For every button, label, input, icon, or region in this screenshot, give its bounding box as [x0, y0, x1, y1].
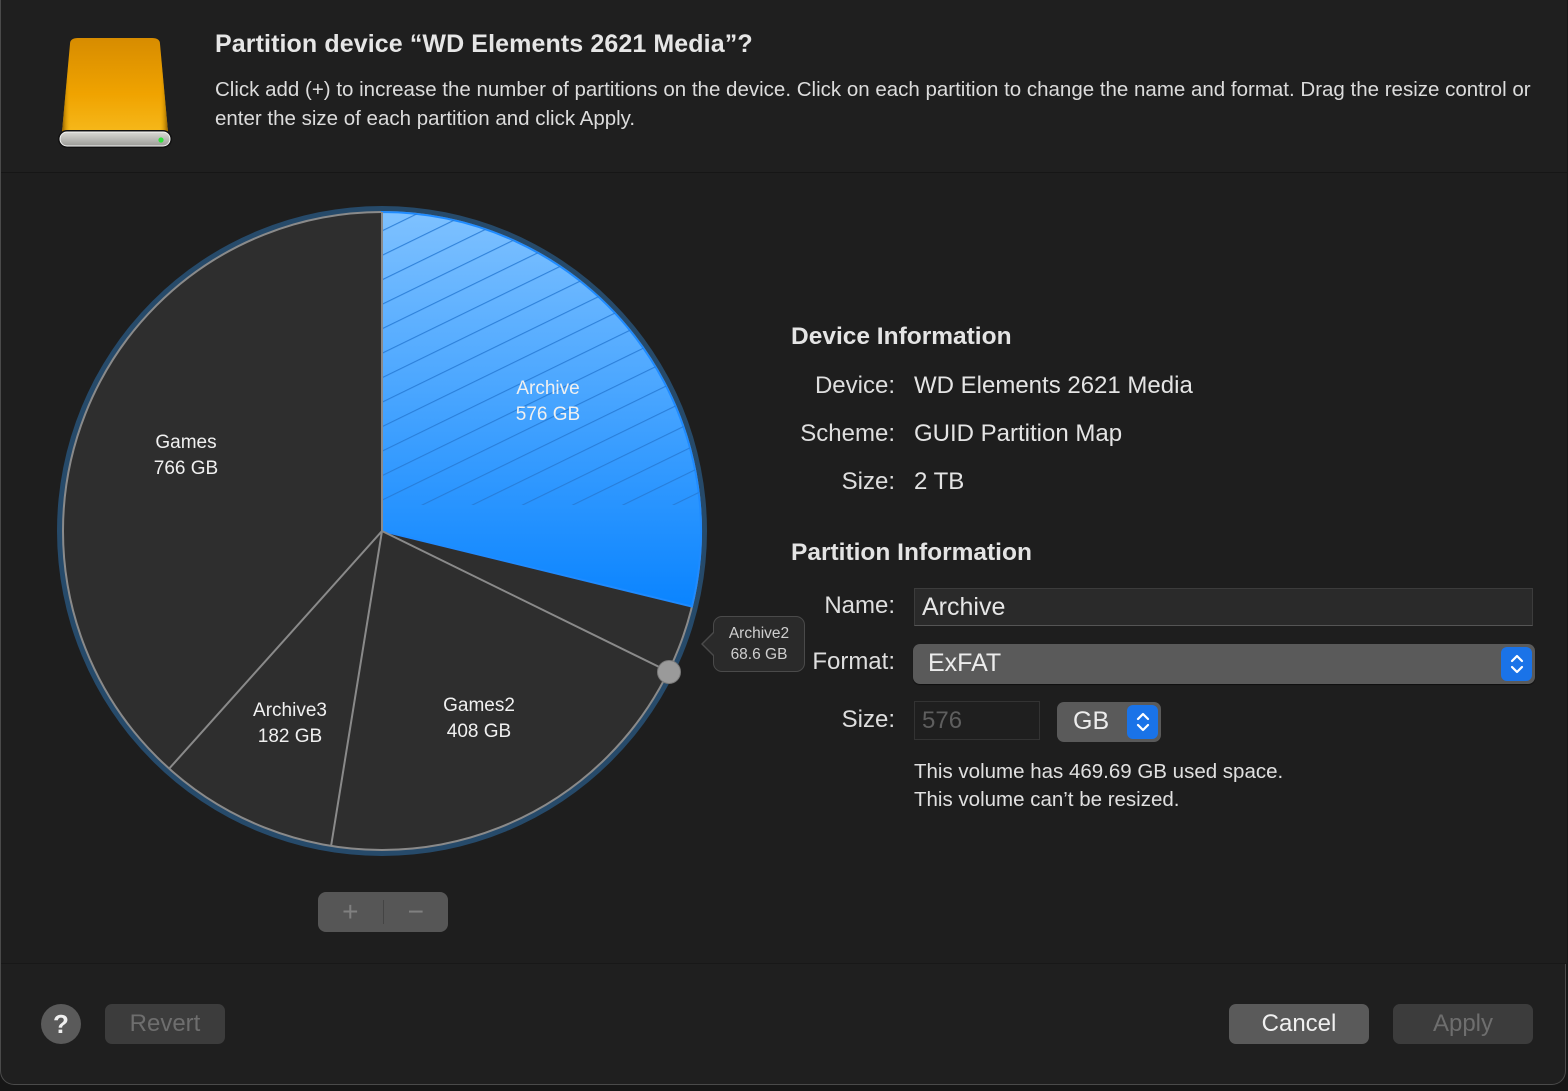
device-info-title: Device Information [791, 323, 1012, 350]
dialog-title: Partition device “WD Elements 2621 Media… [215, 30, 753, 58]
partition-name-input[interactable]: Archive [914, 588, 1533, 626]
partition-pie-chart[interactable] [1, 0, 761, 900]
segment-divider [382, 900, 384, 924]
dialog-description: Click add (+) to increase the number of … [215, 78, 1531, 130]
add-partition-button[interactable]: + [342, 896, 359, 927]
slice-name: Archive3 [253, 700, 327, 721]
scheme-label: Scheme: [800, 420, 895, 447]
device-size-value: 2 TB [914, 468, 965, 495]
size-unit-value: GB [1073, 707, 1110, 735]
tooltip-name: Archive2 [728, 625, 790, 642]
remove-partition-button[interactable]: − [407, 896, 424, 927]
up-down-chevron-icon [1127, 705, 1158, 739]
slice-size: 408 GB [446, 721, 512, 742]
slice-name: Games [155, 432, 217, 453]
device-label: Device: [814, 372, 895, 399]
slice-label-games2: Games2 408 GB [443, 693, 515, 745]
slice-name: Games2 [443, 695, 515, 716]
resize-handle[interactable] [657, 660, 681, 684]
size-label: Size: [841, 706, 895, 733]
partition-tooltip: Archive2 68.6 GB [701, 616, 805, 672]
format-label: Format: [812, 648, 895, 675]
used-space-text: This volume has 469.69 GB used space. [914, 760, 1284, 783]
name-label: Name: [824, 592, 895, 619]
sheet-header: Partition device “WD Elements 2621 Media… [1, 0, 1567, 173]
slice-label-archive: Archive 576 GB [516, 376, 580, 428]
slice-divider [330, 530, 383, 847]
size-unit-select[interactable]: GB [1057, 702, 1161, 742]
device-size-label: Size: [841, 468, 895, 495]
revert-button[interactable]: Revert [105, 1004, 225, 1044]
tooltip-arrow [701, 631, 715, 657]
apply-button[interactable]: Apply [1393, 1004, 1533, 1044]
device-value: WD Elements 2621 Media [914, 372, 1193, 399]
slice-size: 576 GB [515, 404, 581, 425]
tooltip-size: 68.6 GB [730, 646, 788, 663]
slice-divider [168, 530, 383, 770]
slice-size: 766 GB [153, 458, 219, 479]
slice-label-archive3: Archive3 182 GB [253, 698, 327, 750]
slice-name: Archive [516, 378, 580, 399]
resize-note-text: This volume can’t be resized. [914, 788, 1180, 811]
partition-size-input[interactable]: 576 [914, 701, 1040, 740]
partition-info-title: Partition Information [791, 539, 1032, 566]
slice-label-games: Games 766 GB [154, 430, 218, 482]
add-remove-control: + − [318, 892, 448, 932]
format-value: ExFAT [928, 649, 1002, 677]
scheme-value: GUID Partition Map [914, 420, 1123, 447]
external-drive-icon [58, 38, 172, 148]
slice-divider [381, 530, 669, 673]
up-down-chevron-icon [1501, 647, 1532, 681]
help-button[interactable]: ? [41, 1004, 81, 1044]
slice-size: 182 GB [257, 726, 323, 747]
cancel-button[interactable]: Cancel [1229, 1004, 1369, 1044]
format-select[interactable]: ExFAT [913, 644, 1535, 684]
